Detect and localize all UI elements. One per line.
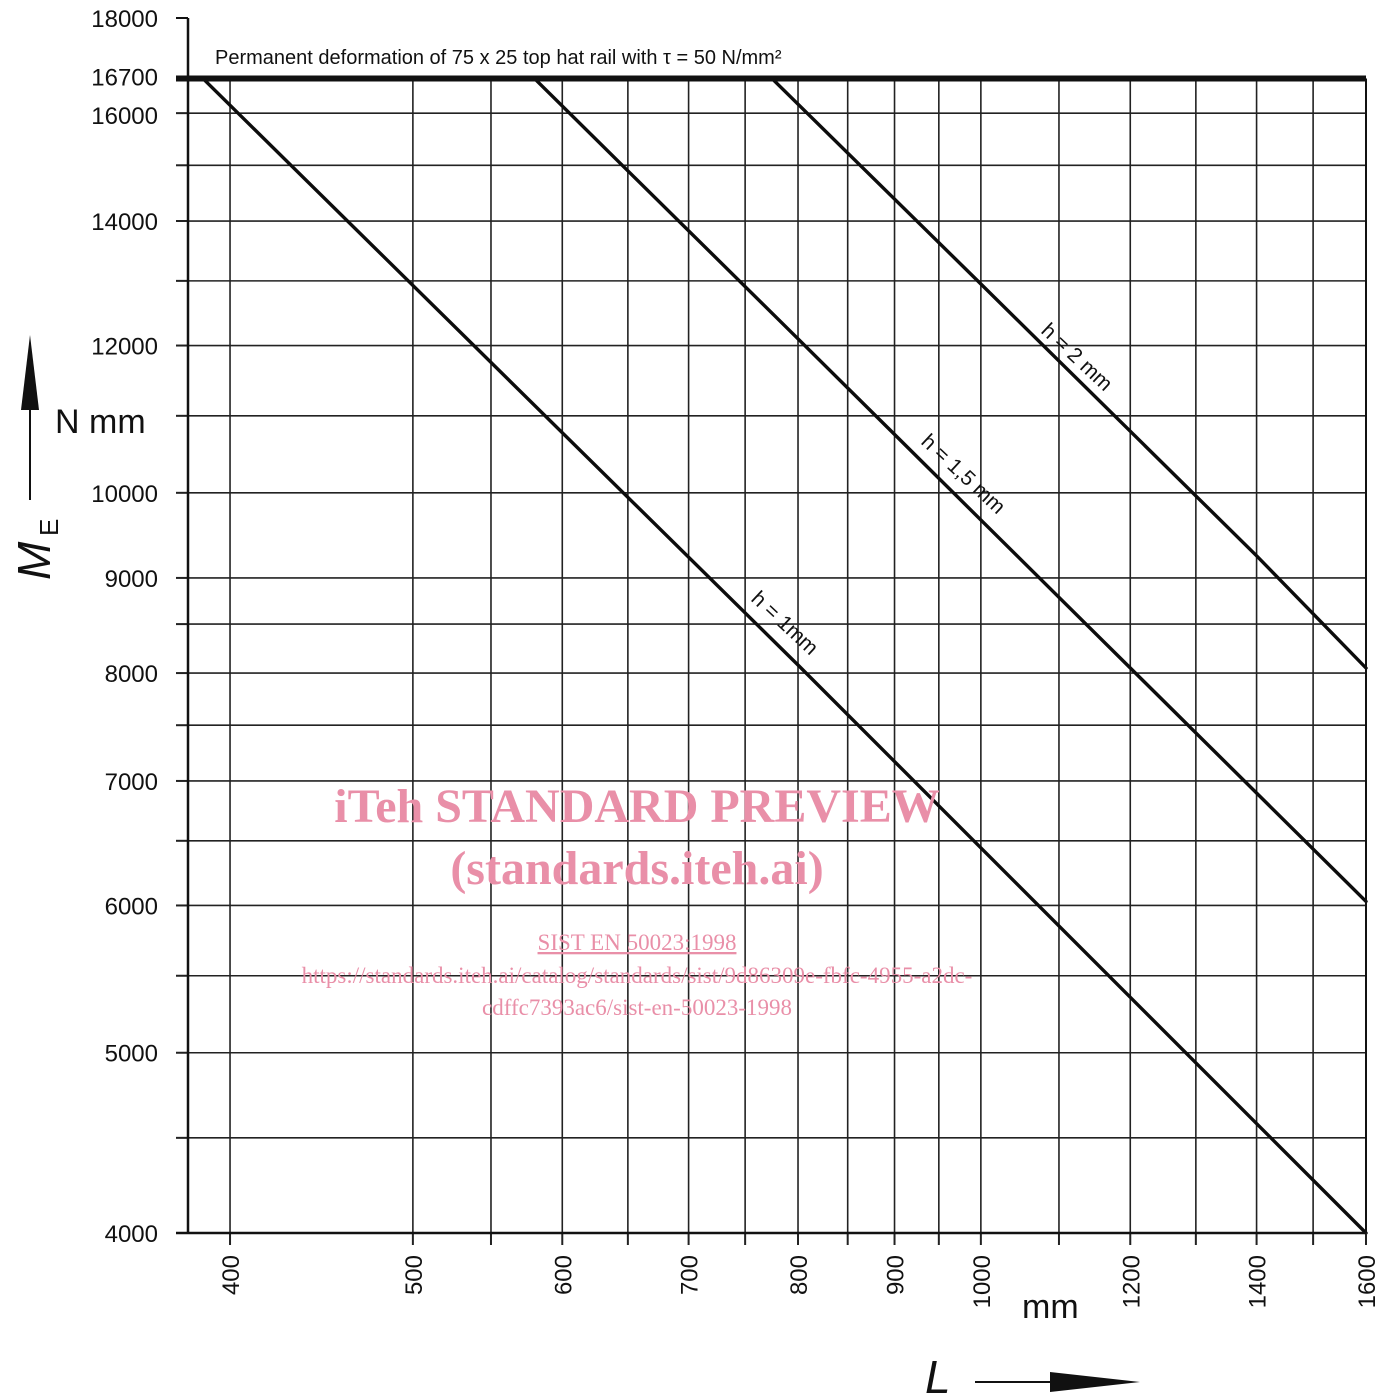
x-tick-label: 800: [786, 1255, 813, 1295]
x-tick-label: 900: [883, 1255, 910, 1295]
watermark: iTeh STANDARD PREVIEW (standards.iteh.ai…: [302, 780, 973, 1020]
y-axis-symbol: M: [8, 541, 60, 580]
x-tick-label: 1600: [1354, 1255, 1381, 1308]
y-tick-label: 16000: [91, 103, 158, 130]
chart-title: Permanent deformation of 75 x 25 top hat…: [215, 47, 782, 69]
watermark-url-2: cdffc7393ac6/sist-en-50023-1998: [482, 995, 792, 1020]
y-axis-arrow-head: [21, 335, 39, 410]
y-tick-label: 8000: [105, 661, 158, 688]
x-tick-label: 700: [677, 1255, 704, 1295]
series-label-h15: h = 1,5 mm: [917, 430, 1010, 519]
x-axis-unit: mm: [1022, 1288, 1079, 1326]
y-tick-label: 4000: [105, 1221, 158, 1248]
axes: [176, 17, 1367, 1245]
watermark-url-1: https://standards.iteh.ai/catalog/standa…: [302, 963, 973, 988]
x-axis-label: L mm: [925, 1288, 1140, 1400]
y-tick-label: 16700: [91, 65, 158, 92]
series-line-3: [770, 76, 1368, 670]
x-tick-label: 600: [550, 1255, 577, 1295]
x-axis-arrow-head: [1050, 1372, 1140, 1392]
x-tick-label: 400: [218, 1255, 245, 1295]
y-axis-subscript: E: [34, 519, 64, 536]
y-tick-label: 5000: [105, 1041, 158, 1068]
x-tick-label: 1000: [969, 1255, 996, 1308]
y-tick-label: 6000: [105, 893, 158, 920]
y-tick-label: 10000: [91, 481, 158, 508]
y-tick-labels: 18000 16700 16000 14000 12000 10000 9000 8000 70…: [91, 6, 158, 1248]
x-tick-label: 1200: [1118, 1255, 1145, 1308]
series-lines: [201, 76, 1368, 1235]
series-line-2: [532, 76, 1368, 904]
y-tick-label: 14000: [91, 209, 158, 236]
grid: [188, 78, 1367, 1234]
y-axis-label: M E N mm: [8, 335, 146, 580]
y-tick-label: 12000: [91, 334, 158, 361]
series-label-h2: h = 2 mm: [1037, 319, 1117, 396]
series-line-1: [201, 76, 1368, 1235]
watermark-standard: SIST EN 50023:1998: [538, 930, 737, 955]
y-tick-label: 9000: [105, 566, 158, 593]
y-axis-unit: N mm: [55, 403, 146, 441]
x-tick-label: 1400: [1245, 1255, 1272, 1308]
y-tick-label: 18000: [91, 6, 158, 33]
y-tick-label: 7000: [105, 769, 158, 796]
x-axis-symbol: L: [925, 1351, 951, 1400]
watermark-title: iTeh STANDARD PREVIEW: [334, 780, 939, 833]
x-tick-label: 500: [401, 1255, 428, 1295]
x-tick-labels: 400 500 600 700 800 900 1000 1200 1400 1600: [218, 1255, 1381, 1308]
watermark-site: (standards.iteh.ai): [450, 842, 823, 895]
